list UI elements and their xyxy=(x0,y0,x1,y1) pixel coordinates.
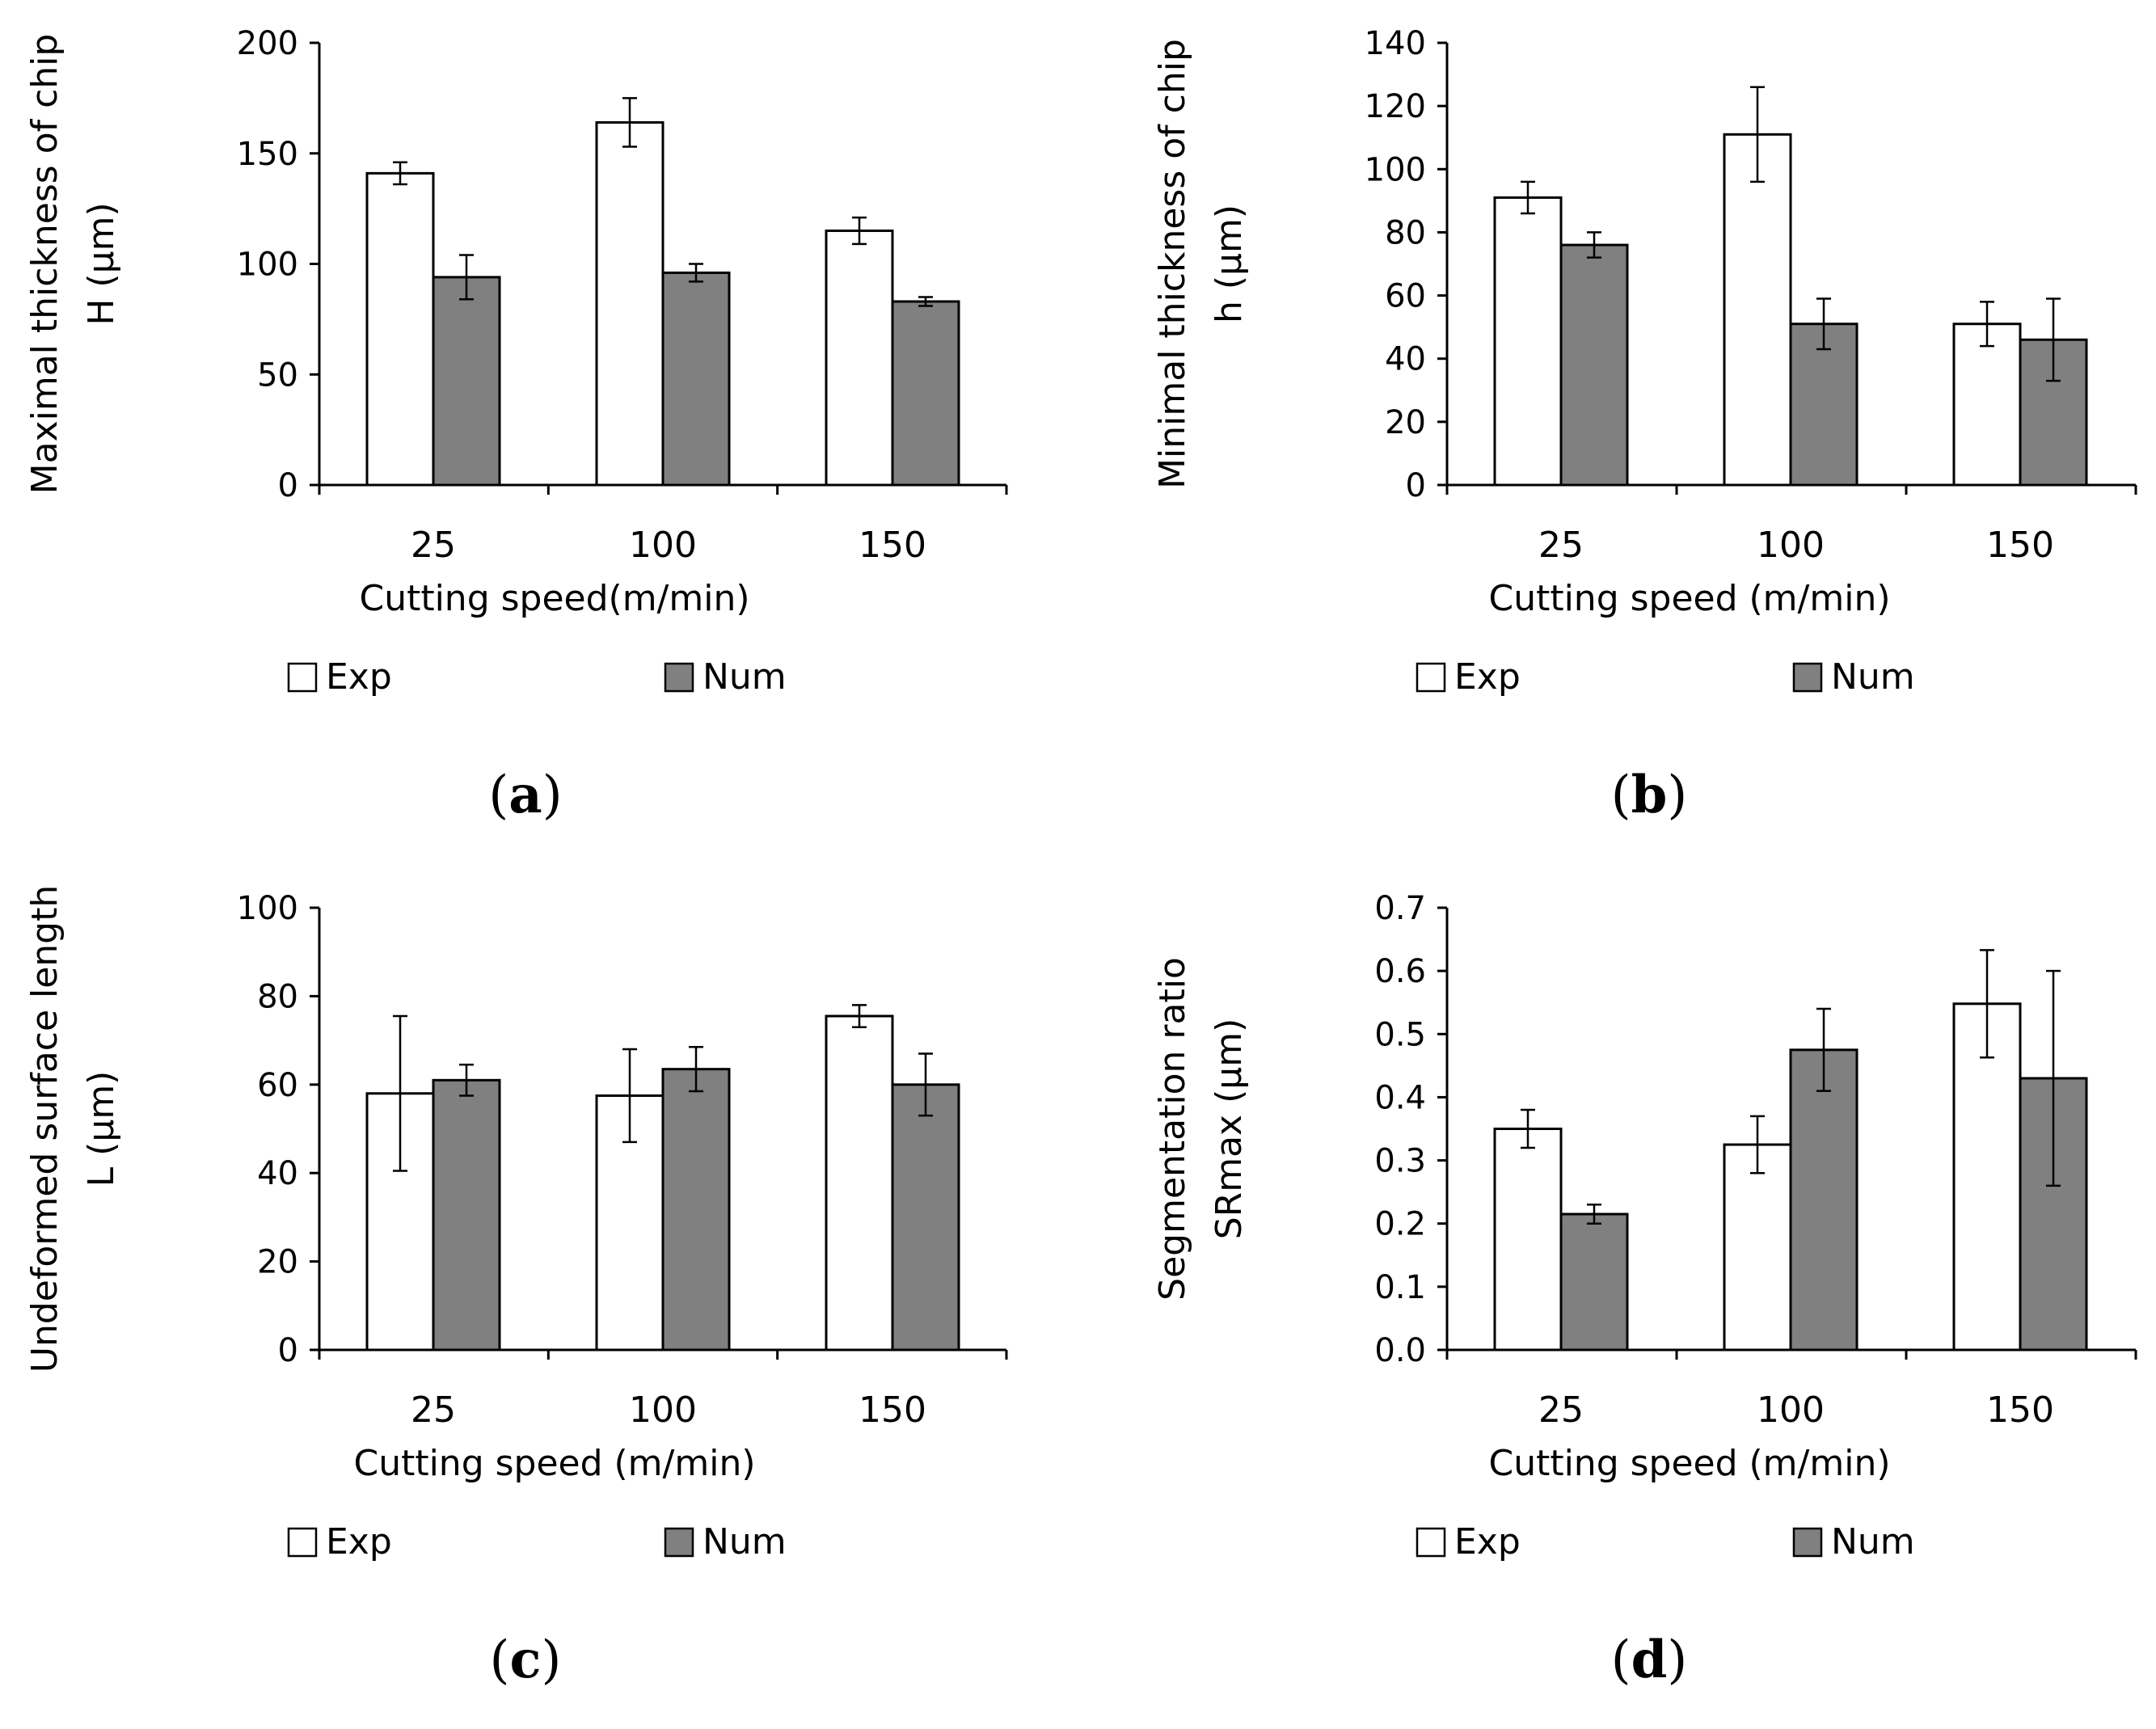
y-tick-label: 0.3 xyxy=(1374,1143,1426,1180)
y-tick-label: 200 xyxy=(237,25,298,62)
bar-num-150 xyxy=(2019,1077,2088,1352)
legend-swatch-num xyxy=(1792,662,1823,693)
y-axis-label-line-1: Undeformed surface length xyxy=(24,885,65,1373)
legend-swatch-exp xyxy=(1416,1527,1446,1558)
legend-swatch-num xyxy=(664,662,694,693)
bar-num-150 xyxy=(891,1083,960,1352)
chart-panel-a: 0 50 100 150 200 25 100 150 Cutting speed(m/min)… xyxy=(24,25,1008,825)
legend-label-num: Num xyxy=(1831,1521,1915,1562)
bar-exp-100 xyxy=(1723,133,1792,487)
legend-label-exp: Exp xyxy=(1454,1521,1521,1562)
y-tick-label: 20 xyxy=(257,1244,298,1281)
bar-exp-150 xyxy=(825,229,894,487)
y-tick-label: 60 xyxy=(257,1067,298,1104)
x-tick-label: 100 xyxy=(629,525,697,566)
panel-label: (d) xyxy=(1611,1630,1688,1690)
x-tick-label: 25 xyxy=(1538,1390,1584,1431)
legend-swatch-exp xyxy=(287,1527,318,1558)
y-tick-label: 140 xyxy=(1365,25,1426,62)
legend-label-exp: Exp xyxy=(326,1521,392,1562)
bar-num-25 xyxy=(1559,1212,1629,1352)
y-axis-label-line-1: Segmentation ratio xyxy=(1152,957,1193,1301)
y-tick-label: 20 xyxy=(1385,404,1426,441)
y-axis-label-line-2: h (μm) xyxy=(1209,205,1250,323)
panel-label: (a) xyxy=(488,765,562,825)
y-tick-label: 100 xyxy=(237,247,298,284)
y-tick-label: 80 xyxy=(257,978,298,1015)
x-axis-label: Cutting speed(m/min) xyxy=(359,578,749,619)
chart-panel-d: 0.0 0.1 0.2 0.3 0.4 0.5 0.6 0.7 25 100 150 Cutting … xyxy=(1152,890,2137,1690)
bar-num-25 xyxy=(1559,243,1629,487)
bar-num-100 xyxy=(661,271,731,487)
y-tick-label: 0.7 xyxy=(1374,890,1426,927)
x-tick-label: 150 xyxy=(859,1390,926,1431)
legend-label-exp: Exp xyxy=(326,656,392,698)
legend-label-num: Num xyxy=(1831,656,1915,698)
legend-swatch-exp xyxy=(287,662,318,693)
bar-exp-25 xyxy=(1493,1128,1563,1352)
y-axis-label-line-1: Maximal thickness of chip xyxy=(24,34,65,495)
chart-panel-c: 0 20 40 60 80 100 25 100 150 Cutting speed (m/min… xyxy=(24,885,1008,1690)
legend-label-num: Num xyxy=(702,1521,787,1562)
legend-swatch-exp xyxy=(1416,662,1446,693)
x-tick-label: 25 xyxy=(1538,525,1584,566)
y-axis-label-line-1: Minimal thickness of chip xyxy=(1152,39,1193,489)
x-tick-label: 25 xyxy=(411,1390,456,1431)
x-tick-label: 25 xyxy=(411,525,456,566)
y-tick-label: 100 xyxy=(237,890,298,927)
x-axis-label: Cutting speed (m/min) xyxy=(1488,1443,1890,1484)
y-tick-label: 120 xyxy=(1365,88,1426,125)
y-tick-label: 0.6 xyxy=(1374,953,1426,990)
y-tick-label: 60 xyxy=(1385,278,1426,315)
bar-num-25 xyxy=(432,1078,501,1352)
x-tick-label: 100 xyxy=(1757,525,1825,566)
y-tick-label: 150 xyxy=(237,136,298,173)
bar-num-100 xyxy=(1789,1048,1859,1352)
x-tick-label: 150 xyxy=(859,525,926,566)
y-axis-label-line-2: L (μm) xyxy=(81,1071,122,1187)
x-tick-label: 100 xyxy=(629,1390,697,1431)
y-axis-label-line-2: SRmax (μm) xyxy=(1209,1018,1250,1240)
x-tick-label: 150 xyxy=(1986,525,2054,566)
y-tick-label: 100 xyxy=(1365,151,1426,188)
y-tick-label: 0.1 xyxy=(1374,1269,1426,1306)
bar-num-100 xyxy=(1789,323,1859,487)
y-tick-label: 50 xyxy=(257,356,298,394)
bar-exp-25 xyxy=(1493,196,1563,487)
x-axis-label: Cutting speed (m/min) xyxy=(353,1443,755,1484)
bar-exp-100 xyxy=(1723,1143,1792,1352)
y-tick-label: 0 xyxy=(278,467,298,504)
legend-label-exp: Exp xyxy=(1454,656,1521,698)
panel-label: (c) xyxy=(490,1630,562,1690)
bar-exp-150 xyxy=(825,1014,894,1352)
panel-label: (b) xyxy=(1611,765,1688,825)
x-tick-label: 100 xyxy=(1757,1390,1825,1431)
y-tick-label: 80 xyxy=(1385,214,1426,251)
legend-label-num: Num xyxy=(702,656,787,698)
y-tick-label: 0.2 xyxy=(1374,1206,1426,1243)
bar-num-150 xyxy=(891,300,960,487)
x-tick-label: 150 xyxy=(1986,1390,2054,1431)
y-tick-label: 0.4 xyxy=(1374,1079,1426,1116)
y-tick-label: 0 xyxy=(278,1332,298,1369)
bar-num-25 xyxy=(432,276,501,487)
bar-num-100 xyxy=(661,1068,731,1352)
y-axis-label-line-2: H (μm) xyxy=(81,202,122,325)
y-tick-label: 0 xyxy=(1406,467,1426,504)
y-tick-label: 0.5 xyxy=(1374,1016,1426,1053)
legend-swatch-num xyxy=(1792,1527,1823,1558)
y-tick-label: 40 xyxy=(257,1155,298,1192)
bar-exp-25 xyxy=(365,171,435,487)
x-axis-label: Cutting speed (m/min) xyxy=(1488,578,1890,619)
bar-exp-150 xyxy=(1952,323,2022,487)
bar-exp-100 xyxy=(595,120,665,487)
y-tick-label: 40 xyxy=(1385,341,1426,378)
chart-panel-b: 0 20 40 60 80 100 120 140 25 100 150 Cutting speed … xyxy=(1152,25,2137,825)
legend-swatch-num xyxy=(664,1527,694,1558)
y-tick-label: 0.0 xyxy=(1374,1332,1426,1369)
